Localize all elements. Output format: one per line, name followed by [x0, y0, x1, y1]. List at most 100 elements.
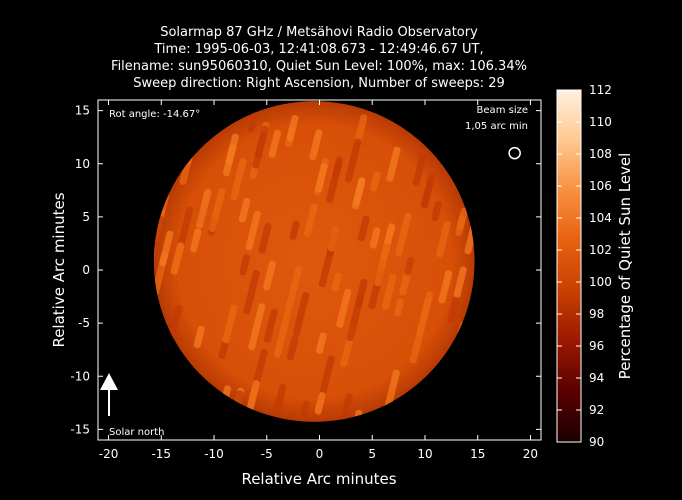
sweep-segment [332, 156, 344, 177]
sweep-segment [370, 171, 381, 192]
sweep-segment [246, 380, 260, 412]
x-tick-label: 15 [470, 447, 485, 461]
sweep-segment [315, 332, 327, 354]
sweep-segment [239, 254, 250, 276]
sweep-segment [477, 320, 495, 366]
sweep-segment [176, 206, 194, 253]
sweep-segment [384, 223, 396, 246]
colorbar-tick-label: 92 [589, 403, 604, 417]
sweep-segment [93, 397, 105, 418]
sweep-segment [285, 265, 303, 312]
sweep-segment [113, 314, 126, 340]
sweep-segment [331, 272, 342, 292]
x-tick-label: 5 [368, 447, 376, 461]
y-tick-label: 0 [82, 263, 90, 277]
x-axis-ticks: -20 -15 -10 -5 0 5 10 15 20 [99, 100, 538, 461]
sweep-segment [273, 310, 291, 358]
beam-size-label-line1: Beam size [477, 105, 528, 116]
y-axis-label: Relative Arc minutes [50, 192, 68, 347]
sweep-segment [470, 151, 475, 174]
sweep-segment [351, 177, 366, 210]
sweep-segment [208, 188, 226, 232]
sweep-segment [153, 129, 158, 167]
sweep-segment [440, 375, 454, 407]
sweep-segment [243, 270, 260, 315]
sweep-segment [222, 304, 238, 344]
sweep-segment [463, 350, 474, 369]
sweep-segment [153, 336, 161, 362]
sweep-segment [252, 349, 268, 389]
solar-north-arrow-icon [100, 373, 118, 416]
sweep-segment [315, 162, 328, 193]
sweep-segment [369, 227, 381, 249]
sweep-segment [475, 353, 487, 377]
sweep-segment [355, 278, 368, 307]
colorbar-tick-label: 102 [589, 243, 612, 257]
sweep-segment [292, 292, 310, 337]
sweep-segment [404, 257, 415, 276]
sweep-segment [226, 406, 240, 422]
sweep-segment [286, 335, 299, 361]
sweep-segment [469, 202, 475, 233]
sweep-segment [376, 404, 392, 422]
sweep-segment [357, 215, 370, 242]
sweep-segment [458, 143, 470, 169]
colorbar-tick-label: 90 [589, 435, 604, 449]
sweep-segment [289, 220, 300, 240]
solar-disk-layer [93, 101, 526, 422]
y-tick-label: 5 [82, 210, 90, 224]
beam-size-circle [508, 146, 521, 160]
sweep-segment [327, 227, 340, 252]
title-line-1: Solarmap 87 GHz / Metsähovi Radio Observ… [160, 25, 478, 40]
y-tick-label: -5 [78, 316, 90, 330]
sweep-segment [499, 126, 516, 167]
solar-disk [153, 101, 475, 422]
sweep-segment [513, 199, 526, 225]
colorbar-tick-label: 108 [589, 147, 612, 161]
sweep-segment [245, 210, 261, 251]
sweep-segment [193, 325, 205, 349]
rot-angle-label: Rot angle: -14.67° [109, 109, 200, 120]
sweep-segment [230, 158, 247, 201]
sweep-segment [395, 212, 412, 257]
colorbar [556, 89, 582, 443]
y-axis-ticks: -15 -10 -5 0 5 10 15 [70, 104, 541, 436]
sweep-segment [248, 303, 266, 351]
y-tick-label: -10 [70, 369, 90, 383]
sweep-segment [128, 194, 142, 225]
x-tick-label: -5 [261, 447, 273, 461]
colorbar-label: Percentage of Quiet Sun Level [616, 153, 634, 380]
solar-north-label: Solar north [109, 427, 165, 438]
sweep-segment [164, 377, 179, 409]
sweep-segment [131, 243, 143, 266]
sweep-segment [222, 144, 237, 177]
sweep-segment [412, 154, 427, 186]
x-tick-label: 10 [417, 447, 432, 461]
sweep-segment [453, 266, 467, 298]
sweep-segment [238, 197, 251, 223]
sweep-segment [469, 354, 475, 401]
sweep-segment [436, 221, 451, 258]
sweep-segment [117, 243, 130, 269]
sweep-segment [386, 146, 401, 182]
sweep-segment [374, 243, 391, 287]
colorbar-tick-label: 96 [589, 339, 604, 353]
y-tick-label: 15 [75, 104, 90, 118]
sweep-segment [153, 344, 159, 371]
sweep-segment [252, 132, 267, 169]
x-axis-label: Relative Arc minutes [241, 470, 396, 488]
sweep-segment [337, 393, 353, 422]
y-tick-label: 10 [75, 157, 90, 171]
sweep-segment [355, 114, 368, 142]
sweep-segment [263, 308, 278, 343]
sweep-segment [394, 298, 404, 317]
sweep-segment [177, 376, 193, 414]
x-tick-label: -10 [204, 447, 224, 461]
colorbar-tick-label: 100 [589, 275, 612, 289]
colorbar-tick-label: 98 [589, 307, 604, 321]
sweep-segment [138, 317, 152, 348]
x-tick-label: -15 [151, 447, 171, 461]
sweep-segment [447, 297, 460, 323]
sweep-segment [344, 138, 362, 183]
sweep-segment [317, 355, 335, 401]
